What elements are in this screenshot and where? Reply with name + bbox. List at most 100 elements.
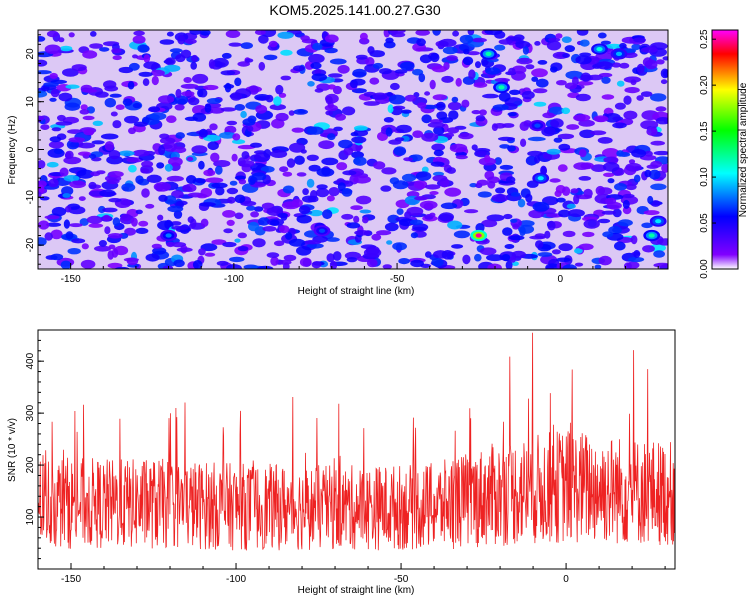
heatmap-cell — [463, 48, 470, 55]
heatmap-cell — [164, 163, 173, 172]
heatmap-cell — [636, 63, 645, 74]
heatmap-cell — [441, 75, 454, 83]
heatmap-cell — [121, 183, 136, 192]
heatmap-cell — [351, 88, 367, 94]
heatmap-cell — [198, 88, 208, 98]
heatmap-cell — [595, 185, 605, 196]
heatmap-cell — [537, 60, 548, 65]
heatmap-cell — [203, 169, 216, 177]
heatmap-cell — [415, 30, 430, 36]
heatmap-cell — [602, 162, 620, 172]
y-tick-label: 200 — [25, 456, 36, 473]
heatmap-cell — [430, 161, 445, 167]
heatmap-cell — [337, 182, 346, 192]
heatmap-cell — [99, 47, 110, 52]
heatmap-cell — [421, 132, 439, 142]
heatmap-cell — [198, 160, 205, 170]
heatmap-cell — [598, 255, 612, 266]
heatmap-cell — [269, 104, 286, 111]
heatmap-cell — [240, 200, 257, 207]
heatmap-cell — [50, 88, 60, 98]
heatmap-cell — [575, 194, 593, 200]
heatmap-cell — [143, 61, 160, 70]
heatmap-cell — [333, 126, 343, 132]
heatmap-cell — [171, 225, 189, 230]
heatmap-cell — [650, 200, 661, 207]
heatmap-cell — [387, 214, 400, 224]
heatmap-cell — [432, 30, 441, 36]
heatmap-cell — [200, 218, 209, 227]
heatmap-cell — [369, 77, 380, 85]
heatmap-cell — [425, 184, 441, 190]
heatmap-cell — [135, 209, 143, 215]
heatmap-cell — [200, 30, 211, 36]
heatmap-cell — [593, 115, 609, 123]
heatmap-cell — [216, 260, 229, 266]
heatmap-cell — [522, 46, 530, 55]
heatmap-cell — [148, 106, 161, 113]
heatmap-cell — [92, 120, 104, 127]
heatmap-cell — [400, 61, 415, 71]
heatmap-cell — [335, 113, 346, 121]
colorbar-label: Normalized spectral amplitude — [738, 82, 749, 217]
heatmap-cell — [468, 69, 476, 80]
heatmap-cell — [443, 132, 455, 138]
heatmap-cell — [355, 54, 368, 60]
heatmap-cell — [38, 70, 52, 75]
heatmap-cell — [487, 181, 496, 189]
heatmap-cell — [418, 73, 426, 83]
heatmap-cell — [315, 188, 330, 198]
heatmap-cell — [108, 150, 121, 160]
heatmap-cell — [401, 109, 412, 114]
y-tick-label: 20 — [25, 48, 36, 60]
heatmap-cell — [605, 43, 624, 49]
heatmap-cell — [131, 217, 138, 227]
heatmap-cell — [53, 148, 64, 155]
heatmap-cell — [159, 133, 170, 139]
heatmap-cell — [209, 107, 225, 114]
heatmap-cell — [421, 166, 429, 173]
heatmap-cell — [58, 37, 65, 43]
heatmap-cell — [109, 93, 122, 98]
heatmap-cell — [660, 68, 668, 79]
heatmap-cell — [602, 231, 614, 238]
heatmap-cell — [591, 164, 607, 173]
heatmap-cell — [359, 209, 372, 214]
heatmap-cell — [631, 149, 647, 158]
heatmap-cell — [329, 58, 347, 65]
heatmap-cell — [396, 208, 404, 216]
heatmap-cell — [111, 248, 119, 258]
heatmap-cell — [110, 111, 118, 117]
heatmap-cell — [395, 124, 412, 134]
heatmap-hotspot — [655, 219, 662, 224]
heatmap-cell — [506, 176, 516, 184]
heatmap-cell — [115, 104, 125, 110]
heatmap-cell — [611, 62, 621, 68]
heatmap-cell — [521, 90, 535, 100]
heatmap-cell — [291, 127, 305, 133]
heatmap-cell — [482, 93, 499, 99]
heatmap-cell — [273, 96, 282, 106]
heatmap-cell — [601, 76, 611, 84]
heatmap-cell — [367, 46, 375, 55]
heatmap-cell — [589, 130, 607, 136]
heatmap-cell — [198, 248, 206, 256]
heatmap-cell — [157, 214, 164, 221]
heatmap-cell — [653, 262, 668, 268]
heatmap-cell — [270, 256, 279, 266]
heatmap-cell — [556, 197, 566, 203]
heatmap-cell — [525, 193, 533, 203]
heatmap-cell — [204, 103, 212, 113]
heatmap-cell — [294, 155, 305, 165]
heatmap-cell — [501, 254, 511, 262]
heatmap-cell — [258, 217, 270, 226]
heatmap-cell — [574, 262, 584, 267]
x-tick-label: -50 — [394, 574, 409, 585]
heatmap-cell — [625, 183, 637, 191]
heatmap-cell — [51, 127, 62, 132]
heatmap-cell — [300, 149, 307, 154]
heatmap-cell — [328, 73, 343, 78]
colorbar-tick-label: 0.10 — [699, 167, 710, 187]
heatmap-cell — [182, 184, 191, 192]
heatmap-cell — [650, 183, 667, 191]
